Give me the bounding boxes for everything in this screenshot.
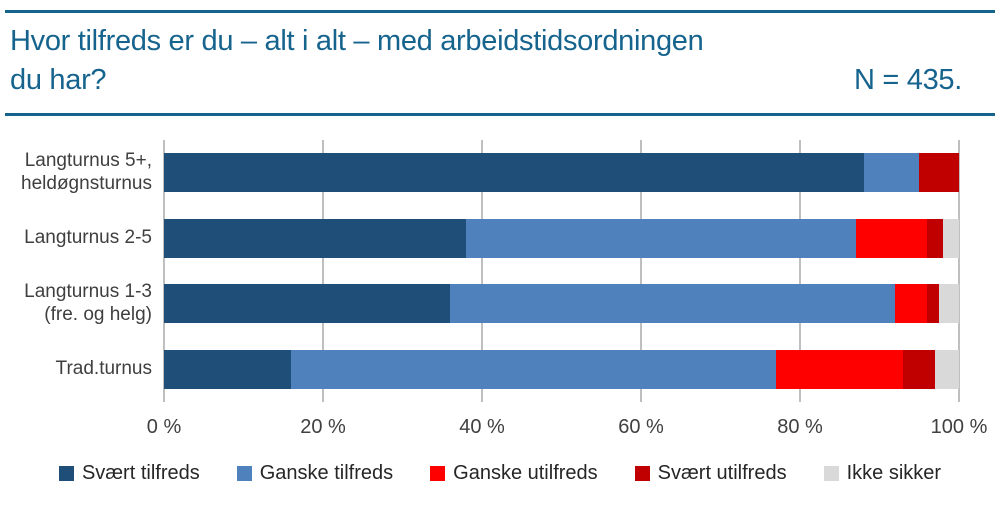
x-tick-label: 60 % — [618, 416, 664, 438]
gridline — [163, 140, 165, 402]
category-label-line: Trad.turnus — [55, 357, 152, 379]
chart-title-line1: Hvor tilfreds er du – alt i alt – med ar… — [10, 25, 704, 57]
bar-segment — [776, 349, 904, 389]
bar-segment — [895, 284, 928, 324]
stacked-bar — [164, 218, 959, 258]
bar-segment — [927, 218, 944, 258]
category-label: Langturnus 1-3 (fre. og helg) — [0, 271, 152, 337]
gridline — [322, 140, 324, 402]
legend-label: Ikke sikker — [846, 462, 942, 484]
bar-segment — [903, 349, 936, 389]
bar-segment — [164, 349, 292, 389]
top-divider — [5, 10, 995, 13]
stacked-bar — [164, 349, 959, 389]
bar-segment — [466, 218, 856, 258]
category-label: Trad.turnus — [0, 337, 152, 403]
bar-segment — [927, 284, 940, 324]
chart-title-line2: du har? N = 435. — [10, 61, 970, 100]
gridline — [640, 140, 642, 402]
legend-item: Ikke sikker — [823, 462, 942, 485]
bar-segment — [450, 284, 896, 324]
legend-swatch-icon — [823, 466, 839, 481]
bar-segment — [164, 284, 451, 324]
bar-segment — [935, 349, 959, 389]
bar-row — [164, 271, 959, 337]
gridline — [958, 140, 960, 402]
bar-segment — [164, 218, 467, 258]
stacked-bar — [164, 284, 959, 324]
legend-item: Svært utilfreds — [634, 462, 787, 485]
x-tick-label: 20 % — [300, 416, 346, 438]
sample-size-label: N = 435. — [853, 64, 962, 97]
legend-swatch-icon — [430, 466, 446, 481]
x-tick-label: 100 % — [930, 416, 988, 438]
bar-segment — [863, 153, 920, 193]
category-label: Langturnus 2-5 — [0, 206, 152, 272]
bar-segment — [291, 349, 777, 389]
legend: Svært tilfreds Ganske tilfreds Ganske util… — [0, 462, 1000, 485]
category-label-line: Langturnus 1-3 — [24, 280, 152, 302]
category-axis: Langturnus 5+, heldøgnsturnus Langturnus 2… — [0, 140, 152, 402]
legend-item: Svært tilfreds — [58, 462, 200, 485]
x-tick-label: 0 % — [146, 416, 182, 438]
legend-swatch-icon — [236, 466, 252, 481]
bar-segment — [855, 218, 928, 258]
category-label: Langturnus 5+, heldøgnsturnus — [0, 140, 152, 206]
bar-segment — [943, 218, 959, 258]
legend-swatch-icon — [58, 466, 74, 481]
bar-segment — [164, 153, 864, 193]
category-label-line: Langturnus 5+, — [24, 149, 152, 171]
legend-item: Ganske utilfreds — [430, 462, 598, 485]
category-label-line: (fre. og helg) — [44, 303, 152, 325]
gridline — [799, 140, 801, 402]
category-label-line: heldøgnsturnus — [21, 172, 152, 194]
x-tick-label: 80 % — [777, 416, 823, 438]
legend-label: Ganske utilfreds — [453, 462, 598, 484]
bar-segment — [919, 153, 959, 193]
legend-label: Ganske tilfreds — [259, 462, 394, 484]
legend-item: Ganske tilfreds — [236, 462, 394, 485]
bar-row — [164, 206, 959, 272]
bar-row — [164, 337, 959, 403]
gridline — [481, 140, 483, 402]
bar-row — [164, 140, 959, 206]
bar-segment — [939, 284, 959, 324]
category-label-line: Langturnus 2-5 — [24, 226, 152, 248]
plot-area: 0 % 20 % 40 % 60 % 80 % 100 % — [147, 140, 987, 438]
title-divider — [5, 113, 995, 116]
bar-rows — [164, 140, 959, 402]
x-tick-label: 40 % — [459, 416, 505, 438]
chart-title-line2-text: du har? — [10, 64, 107, 97]
legend-label: Svært utilfreds — [657, 462, 787, 484]
legend-swatch-icon — [634, 466, 650, 481]
legend-label: Svært tilfreds — [81, 462, 200, 484]
title-block: Hvor tilfreds er du – alt i alt – med ar… — [10, 22, 970, 100]
stacked-bar — [164, 153, 959, 193]
